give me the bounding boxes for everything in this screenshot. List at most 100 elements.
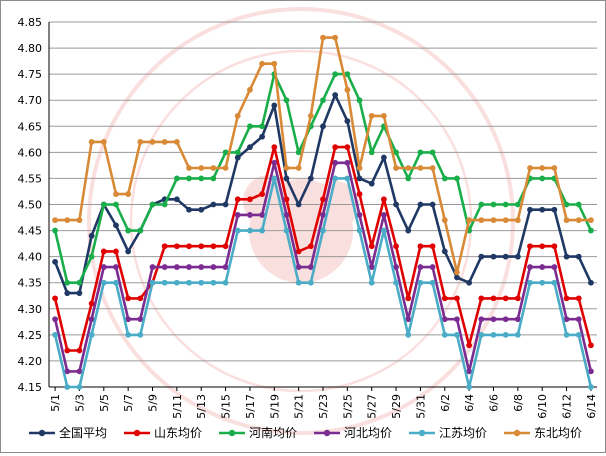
data-point [113, 279, 119, 286]
legend-item: 江苏均价 [409, 426, 487, 440]
data-point [441, 331, 448, 338]
series-5 [52, 34, 594, 276]
data-point [393, 243, 399, 250]
data-point [125, 331, 132, 338]
data-point [527, 264, 533, 270]
data-point [113, 201, 119, 208]
series-1 [52, 144, 594, 354]
y-tick-label: 4.80 [18, 42, 43, 55]
data-point [247, 86, 253, 93]
x-tick-label: 6/8 [512, 394, 525, 412]
data-point [454, 274, 460, 281]
data-point [88, 232, 95, 239]
data-point [198, 264, 205, 270]
data-point [137, 331, 144, 338]
data-point [234, 154, 241, 161]
data-point [417, 149, 424, 156]
data-point [490, 295, 497, 302]
data-point [198, 206, 205, 213]
data-point [161, 201, 168, 208]
data-point [234, 149, 241, 156]
data-point [222, 264, 229, 270]
y-tick-label: 4.45 [18, 225, 43, 238]
data-point [88, 331, 95, 338]
legend-swatch-marker [418, 429, 426, 437]
y-tick-label: 4.60 [18, 146, 43, 159]
data-point [356, 97, 363, 104]
legend-item: 河南均价 [219, 425, 297, 440]
data-point [210, 243, 217, 250]
data-point [527, 206, 533, 213]
data-point [539, 206, 546, 213]
data-point [76, 347, 83, 354]
data-point [356, 227, 363, 234]
data-point [234, 196, 241, 203]
legend-label: 东北均价 [534, 426, 582, 440]
legend-item: 河北均价 [314, 426, 392, 440]
data-point [137, 227, 144, 234]
data-point [588, 368, 594, 375]
data-point [405, 165, 412, 171]
data-point [186, 279, 192, 286]
data-point [588, 279, 594, 286]
x-tick-label: 6/6 [487, 394, 500, 412]
data-point [344, 175, 351, 182]
legend-label: 河北均价 [344, 426, 392, 440]
data-point [588, 227, 594, 234]
data-point [271, 175, 278, 182]
data-point [295, 264, 302, 270]
data-point [429, 165, 436, 171]
data-point [234, 227, 241, 234]
data-point [551, 264, 558, 270]
x-tick-label: 5/5 [98, 394, 111, 412]
y-tick-label: 4.20 [18, 355, 43, 368]
data-point [149, 264, 156, 270]
y-tick-label: 4.70 [18, 94, 43, 107]
x-tick-label: 5/15 [220, 394, 233, 419]
data-point [527, 279, 533, 286]
data-point [52, 258, 58, 265]
data-point [320, 34, 326, 41]
data-point [551, 206, 558, 213]
data-point [307, 264, 314, 270]
series-group [52, 34, 594, 390]
data-point [466, 368, 473, 375]
data-point [283, 196, 290, 203]
data-point [514, 253, 521, 260]
data-point [295, 165, 302, 171]
x-tick-label: 6/4 [463, 394, 476, 412]
legend-item: 东北均价 [504, 426, 582, 440]
data-point [405, 316, 412, 323]
x-tick-label: 5/17 [244, 394, 257, 419]
legend-label: 山东均价 [154, 426, 202, 440]
data-point [368, 112, 375, 119]
y-tick-label: 4.75 [18, 68, 43, 81]
data-point [466, 217, 473, 224]
data-point [332, 92, 339, 98]
data-point [527, 165, 533, 171]
data-point [405, 331, 412, 338]
data-point [514, 201, 521, 208]
data-point [539, 264, 546, 270]
data-point [417, 243, 424, 250]
data-point [563, 331, 570, 338]
data-point [76, 279, 83, 286]
data-point [161, 139, 168, 145]
data-point [466, 384, 473, 390]
x-tick-label: 5/19 [268, 394, 281, 419]
data-point [113, 222, 119, 229]
y-axis: 4.15 4.20 4.25 4.30 4.35 4.40 4.45 4.50 4.55 4.60… [18, 16, 50, 394]
data-point [52, 227, 58, 234]
data-point [356, 175, 363, 182]
data-point [490, 217, 497, 224]
data-point [137, 295, 144, 302]
series-2 [52, 71, 594, 286]
legend-swatch-marker [38, 429, 46, 437]
data-point [539, 279, 546, 286]
data-point [307, 112, 314, 119]
data-point [76, 368, 83, 375]
data-point [222, 279, 229, 286]
x-tick-label: 5/13 [195, 394, 208, 419]
y-tick-label: 4.85 [18, 16, 43, 29]
legend: 全国平均 山东均价 河南均价 河北均价 江苏均价 东北均价 [29, 425, 582, 440]
